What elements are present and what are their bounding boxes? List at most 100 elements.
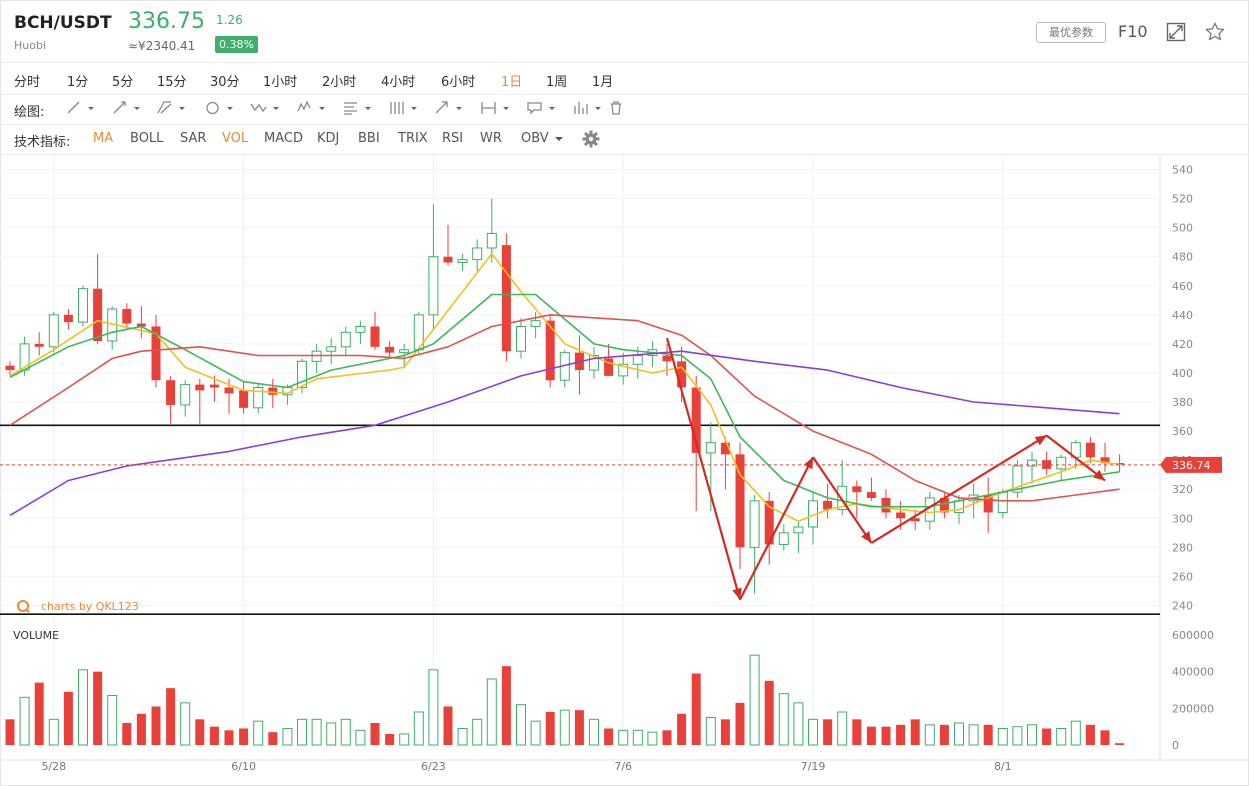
- candle[interactable]: [968, 483, 979, 519]
- candle[interactable]: [778, 524, 789, 551]
- indicator-trix[interactable]: TRIX: [398, 131, 428, 146]
- candle[interactable]: [618, 352, 629, 385]
- candle[interactable]: [1056, 454, 1067, 481]
- candle[interactable]: [209, 375, 219, 403]
- candle[interactable]: [63, 309, 73, 330]
- candle[interactable]: [297, 358, 307, 394]
- indicator-ma[interactable]: MA: [93, 131, 114, 146]
- candle[interactable]: [166, 375, 176, 424]
- candle[interactable]: [443, 224, 453, 266]
- arrow-tool-icon[interactable]: [432, 98, 466, 118]
- timeframe-0[interactable]: 分时: [14, 75, 41, 90]
- candle[interactable]: [1027, 451, 1037, 484]
- candle[interactable]: [823, 483, 833, 519]
- timeframe-2[interactable]: 5分: [112, 75, 134, 90]
- candle[interactable]: [793, 521, 804, 554]
- candle[interactable]: [486, 198, 497, 263]
- candle[interactable]: [180, 380, 191, 417]
- timeframe-3[interactable]: 15分: [157, 75, 187, 90]
- candle[interactable]: [151, 314, 161, 388]
- pattern-tool-icon[interactable]: [295, 98, 329, 118]
- candle[interactable]: [559, 349, 570, 388]
- candle[interactable]: [457, 253, 468, 272]
- candle[interactable]: [866, 477, 876, 501]
- candle[interactable]: [385, 341, 395, 359]
- candle[interactable]: [808, 492, 818, 545]
- timeframe-11[interactable]: 1月: [592, 75, 614, 90]
- candle[interactable]: [195, 378, 205, 424]
- indicator-sar[interactable]: SAR: [180, 131, 207, 146]
- candle[interactable]: [1012, 460, 1023, 498]
- indicator-obv[interactable]: OBV: [521, 131, 549, 146]
- obv-dropdown-icon[interactable]: [554, 129, 564, 149]
- optimal-params-button[interactable]: 最优参数: [1036, 22, 1106, 43]
- candle[interactable]: [589, 346, 599, 379]
- candle[interactable]: [253, 384, 264, 414]
- candle[interactable]: [340, 326, 351, 356]
- timeframe-10[interactable]: 1周: [546, 75, 568, 90]
- candle[interactable]: [1100, 442, 1110, 472]
- candle[interactable]: [983, 477, 993, 533]
- candle[interactable]: [311, 343, 322, 373]
- indicator-wr[interactable]: WR: [480, 131, 502, 146]
- range-tool-icon[interactable]: [479, 98, 513, 118]
- candle[interactable]: [5, 361, 15, 376]
- candle[interactable]: [78, 285, 88, 327]
- candle[interactable]: [239, 381, 249, 414]
- candle[interactable]: [720, 436, 730, 490]
- candle[interactable]: [910, 509, 920, 530]
- candle[interactable]: [370, 311, 380, 350]
- candle[interactable]: [924, 492, 935, 530]
- candle[interactable]: [268, 378, 278, 408]
- candle[interactable]: [107, 306, 118, 350]
- candle[interactable]: [852, 480, 862, 519]
- candle[interactable]: [764, 492, 774, 565]
- candle[interactable]: [749, 495, 760, 594]
- ellipse-tool-icon[interactable]: [203, 98, 237, 118]
- candle[interactable]: [48, 311, 59, 353]
- timeframe-1[interactable]: 1分: [67, 75, 89, 90]
- candle[interactable]: [1042, 451, 1052, 475]
- candle[interactable]: [93, 253, 103, 344]
- indicator-rsi[interactable]: RSI: [442, 131, 464, 146]
- candle[interactable]: [122, 303, 132, 330]
- wave-tool-icon[interactable]: [249, 98, 283, 118]
- candle[interactable]: [735, 442, 745, 570]
- candle[interactable]: [939, 492, 949, 519]
- fullscreen-icon[interactable]: [1166, 22, 1186, 42]
- indicator-bbi[interactable]: BBI: [358, 131, 380, 146]
- candle[interactable]: [516, 317, 526, 359]
- indicator-vol[interactable]: VOL: [222, 131, 249, 146]
- indicator-boll[interactable]: BOLL: [130, 131, 164, 146]
- indicator-kdj[interactable]: KDJ: [317, 131, 340, 146]
- timeframe-6[interactable]: 2小时: [322, 75, 357, 90]
- candle[interactable]: [530, 311, 541, 339]
- channel-tool-icon[interactable]: [155, 98, 189, 118]
- timeframe-9[interactable]: 1日: [501, 75, 523, 90]
- timeframe-5[interactable]: 1小时: [263, 75, 298, 90]
- gann-tool-icon[interactable]: [387, 98, 421, 118]
- f10-button[interactable]: F10: [1118, 22, 1148, 41]
- candle[interactable]: [1085, 436, 1095, 464]
- fib-tool-icon[interactable]: [341, 98, 375, 118]
- timeframe-8[interactable]: 6小时: [441, 75, 476, 90]
- favorite-star-icon[interactable]: [1204, 21, 1226, 43]
- candle[interactable]: [326, 338, 337, 365]
- timeframe-4[interactable]: 30分: [210, 75, 240, 90]
- histogram-tool-icon[interactable]: [571, 98, 605, 118]
- candle[interactable]: [136, 306, 146, 339]
- settings-gear-icon[interactable]: [581, 129, 601, 149]
- candle[interactable]: [604, 343, 614, 376]
- line-tool-icon[interactable]: [64, 98, 98, 118]
- timeframe-7[interactable]: 4小时: [381, 75, 416, 90]
- candle[interactable]: [355, 320, 366, 344]
- note-tool-icon[interactable]: [525, 98, 559, 118]
- candle[interactable]: [881, 489, 891, 519]
- candle[interactable]: [428, 204, 439, 330]
- candle[interactable]: [501, 233, 511, 362]
- indicator-macd[interactable]: MACD: [264, 131, 303, 146]
- candle[interactable]: [1115, 454, 1125, 472]
- trash-icon[interactable]: [606, 98, 640, 118]
- kline-chart[interactable]: 2402602803003203403603804004204404604805…: [0, 155, 1249, 786]
- candle[interactable]: [472, 239, 483, 272]
